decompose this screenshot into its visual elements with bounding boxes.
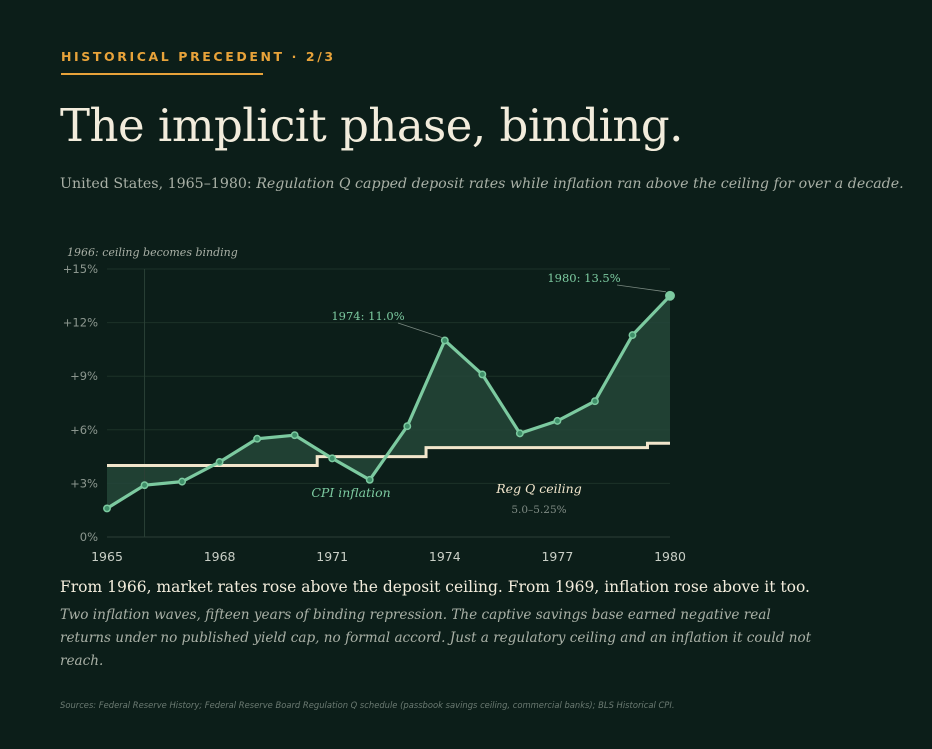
ceiling-line: [107, 441, 670, 468]
cpi-point: [290, 431, 299, 440]
ceiling-series: [107, 441, 670, 468]
cpi-point: [478, 370, 487, 379]
callout-leader-1974: [397, 322, 442, 338]
x-tick-label: 1980: [654, 549, 686, 564]
cpi-series-label: CPI inflation: [311, 485, 390, 500]
y-tick-label: +12%: [63, 316, 98, 330]
cpi-point: [515, 429, 524, 438]
subtitle: United States, 1965–1980: Regulation Q c…: [60, 176, 920, 192]
body-text: Two inflation waves, fifteen years of bi…: [60, 607, 812, 669]
subtitle-rest: Regulation Q capped deposit rates while …: [251, 176, 904, 192]
cpi-point: [103, 504, 111, 513]
binding-annotation: 1966: ceiling becomes binding: [67, 246, 238, 259]
y-tick-label: +9%: [70, 369, 98, 383]
x-tick-label: 1965: [91, 549, 123, 564]
sources-note: Sources: Federal Reserve History; Federa…: [60, 700, 675, 710]
cpi-point: [590, 397, 599, 406]
eyebrow-underline: [61, 73, 263, 75]
cpi-point: [365, 475, 374, 484]
x-tick-label: 1968: [204, 549, 236, 564]
cpi-point: [253, 434, 262, 443]
y-tick-label: +6%: [70, 423, 98, 437]
takeaway-text: From 1966, market rates rose above the d…: [60, 578, 810, 596]
cpi-point: [628, 331, 637, 340]
y-tick-label: 0%: [80, 530, 98, 544]
ceiling-range-label: 5.0–5.25%: [511, 504, 566, 516]
callout-1980: 1980: 13.5%: [547, 271, 620, 285]
x-tick-label: 1974: [429, 549, 461, 564]
eyebrow-label: HISTORICAL PRECEDENT · 2/3: [61, 49, 336, 64]
callout-1974: 1974: 11.0%: [331, 309, 404, 323]
grid-lines: [107, 268, 670, 538]
cpi-point: [215, 458, 224, 466]
cpi-series: [103, 290, 675, 513]
y-tick-label: +3%: [70, 476, 98, 490]
cpi-point: [665, 290, 675, 301]
gap-fill: [107, 295, 670, 509]
ceiling-series-label: Reg Q ceiling: [495, 481, 581, 496]
inflation-vs-ceiling-chart: 0% +3% +6% +9% +12% +15% 1965 1968 1971 1974 1977 1…: [63, 246, 686, 564]
cpi-point: [440, 336, 449, 345]
cpi-point: [140, 481, 149, 490]
cpi-point: [403, 422, 412, 431]
x-tick-label: 1977: [541, 549, 573, 564]
area-between-series: [107, 295, 670, 509]
cpi-point: [328, 454, 337, 463]
cpi-point: [178, 477, 187, 486]
callout-leader-1980: [616, 284, 667, 293]
y-tick-label: +15%: [63, 262, 98, 276]
cpi-line: [105, 294, 672, 511]
subtitle-lead: United States, 1965–1980:: [60, 176, 252, 192]
chart-labels: 0% +3% +6% +9% +12% +15% 1965 1968 1971 1974 1977 1…: [63, 246, 686, 564]
x-tick-label: 1971: [316, 549, 348, 564]
cpi-point: [553, 416, 562, 425]
page-title: The implicit phase, binding.: [60, 99, 684, 152]
